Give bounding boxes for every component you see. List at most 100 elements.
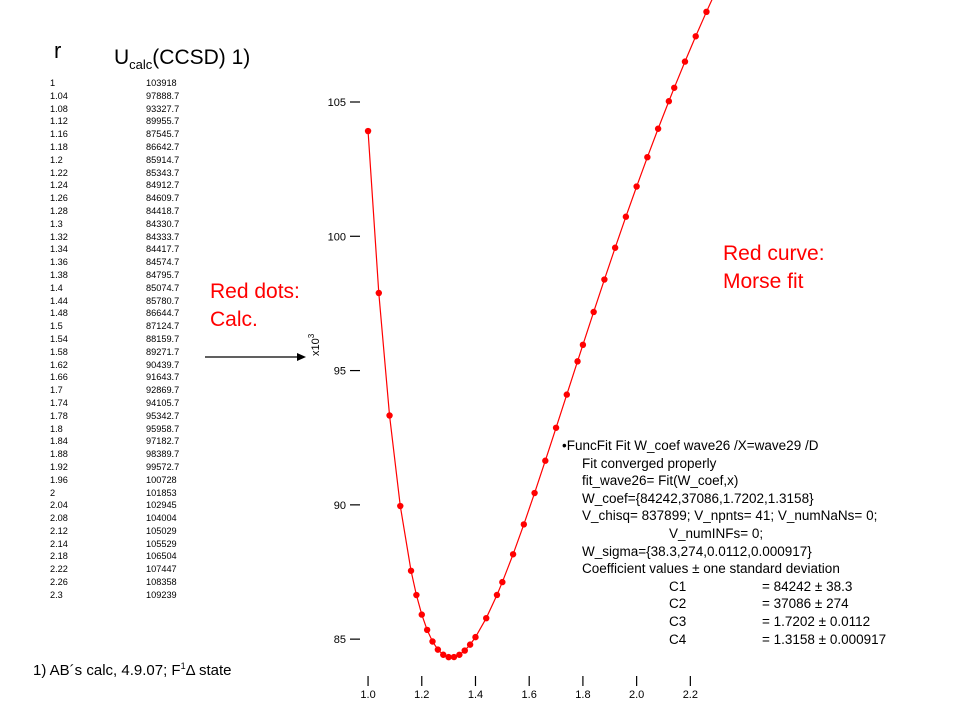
table-row: 1.3 84330.7 xyxy=(50,218,210,231)
r-value: 1.4 xyxy=(50,282,63,293)
energy-value: 99572.7 xyxy=(146,461,180,472)
table-row: 1.8 95958.7 xyxy=(50,423,210,436)
data-point xyxy=(531,489,538,497)
fit-chisq: V_chisq= 837899; V_npnts= 41; V_numNaNs=… xyxy=(582,508,878,524)
energy-value: 97182.7 xyxy=(146,436,180,447)
energy-value: 85780.7 xyxy=(146,295,180,306)
data-point xyxy=(456,651,463,658)
table-row: 2.3 109239 xyxy=(50,589,210,602)
data-point xyxy=(665,98,673,105)
energy-value: 94105.7 xyxy=(146,397,180,408)
energy-value: 102945 xyxy=(146,500,177,511)
coef-row: C1 = 84242 ± 38.3 xyxy=(669,578,853,594)
energy-value: 106504 xyxy=(146,551,177,562)
table-row: 1.48 86644.7 xyxy=(50,307,210,320)
table-row: 1.84 97182.7 xyxy=(50,435,210,448)
table-row: 2.08 104004 xyxy=(50,512,210,525)
data-point xyxy=(445,653,452,661)
r-value: 1.28 xyxy=(50,205,68,216)
energy-value: 84330.7 xyxy=(146,218,180,229)
data-point xyxy=(429,638,436,645)
energy-value: 84795.7 xyxy=(146,269,180,280)
data-point xyxy=(520,521,528,528)
energy-value: 105529 xyxy=(146,538,177,549)
r-value: 2.26 xyxy=(50,577,68,588)
data-point xyxy=(450,653,458,661)
data-point xyxy=(466,641,474,648)
r-value: 1 xyxy=(50,78,56,88)
r-value: 1.7 xyxy=(50,385,63,396)
data-point xyxy=(461,647,468,654)
table-row: 1.24 84912.7 xyxy=(50,179,210,192)
table-row: 1.38 84795.7 xyxy=(50,269,210,282)
r-value: 1.96 xyxy=(50,474,68,485)
energy-value: 104004 xyxy=(146,513,177,524)
table-row: 1.74 94105.7 xyxy=(50,397,210,410)
energy-value: 85343.7 xyxy=(146,167,180,178)
table-row: 1.96 100728 xyxy=(50,474,210,487)
r-value: 1.04 xyxy=(50,90,68,101)
table-row: 1.04 97888.7 xyxy=(50,90,210,103)
red-dots-annotation: Red dots: Calc. xyxy=(210,280,300,331)
table-row: 1.66 91643.7 xyxy=(50,371,210,384)
energy-column-header: Ucalc(CCSD) 1) xyxy=(114,46,251,73)
r-value: 1.36 xyxy=(50,257,68,268)
r-column-header: r xyxy=(54,38,62,63)
data-points xyxy=(364,8,710,661)
energy-value: 108358 xyxy=(146,577,177,588)
data-table: 1 103918 1.04 97888.7 1.08 93327.7 1.12 89955.7… xyxy=(50,77,210,602)
energy-value: 98389.7 xyxy=(146,449,180,460)
data-point xyxy=(434,646,442,653)
energy-value: 84574.7 xyxy=(146,257,180,268)
r-value: 1.74 xyxy=(50,397,68,408)
energy-value: 84418.7 xyxy=(146,205,180,216)
table-row: 2 101853 xyxy=(50,487,210,500)
energy-value: 87124.7 xyxy=(146,321,180,332)
data-point xyxy=(563,391,570,398)
r-value: 1.92 xyxy=(50,461,68,472)
r-value: 1.08 xyxy=(50,103,68,114)
energy-value: 105029 xyxy=(146,525,177,536)
energy-value: 85074.7 xyxy=(146,282,180,293)
energy-value: 91643.7 xyxy=(146,372,180,383)
energy-value: 100728 xyxy=(146,474,177,485)
table-row: 2.12 105029 xyxy=(50,525,210,538)
y-tick-label: 105 xyxy=(328,97,346,109)
annotation-arrow xyxy=(205,353,306,361)
energy-value: 103918 xyxy=(146,78,177,88)
data-point xyxy=(611,244,619,251)
footnote: 1) AB´s calc, 4.9.07; F1Δ state xyxy=(33,661,232,679)
coef-row: C2 = 37086 ± 274 xyxy=(669,596,849,612)
energy-value: 93327.7 xyxy=(146,103,180,114)
x-tick-label: 1.0 xyxy=(360,689,375,701)
energy-value: 92869.7 xyxy=(146,385,180,396)
table-row: 1.36 84574.7 xyxy=(50,256,210,269)
table-row: 1.54 88159.7 xyxy=(50,333,210,346)
energy-value: 89955.7 xyxy=(146,116,180,127)
table-row: 1.7 92869.7 xyxy=(50,384,210,397)
data-point xyxy=(499,578,506,586)
r-value: 2.04 xyxy=(50,500,68,511)
energy-value: 88159.7 xyxy=(146,333,180,344)
table-row: 1.78 95342.7 xyxy=(50,410,210,423)
data-point xyxy=(622,213,630,220)
energy-value: 84333.7 xyxy=(146,231,180,242)
x-tick-label: 2.0 xyxy=(629,689,644,701)
r-value: 1.78 xyxy=(50,410,68,421)
fit-coefficients: W_coef={84242,37086,1.7202,1.3158} xyxy=(582,490,814,506)
table-row: 1.26 84609.7 xyxy=(50,192,210,205)
r-value: 1.8 xyxy=(50,423,63,434)
fit-results: •FuncFit Fit W_coef wave26 /X=wave29 /D … xyxy=(562,437,886,648)
energy-value: 95342.7 xyxy=(146,410,180,421)
r-value: 2.3 xyxy=(50,589,63,600)
r-value: 1.88 xyxy=(50,449,68,460)
r-value: 1.18 xyxy=(50,141,68,152)
table-row: 1.32 84333.7 xyxy=(50,231,210,244)
fit-numinfs: V_numINFs= 0; xyxy=(669,525,764,541)
x-tick-label: 1.6 xyxy=(522,689,537,701)
fit-sigma: W_sigma={38.3,274,0.0112,0.000917} xyxy=(582,543,812,559)
r-value: 2.08 xyxy=(50,513,68,524)
r-value: 1.2 xyxy=(50,154,63,165)
data-point xyxy=(483,614,490,622)
